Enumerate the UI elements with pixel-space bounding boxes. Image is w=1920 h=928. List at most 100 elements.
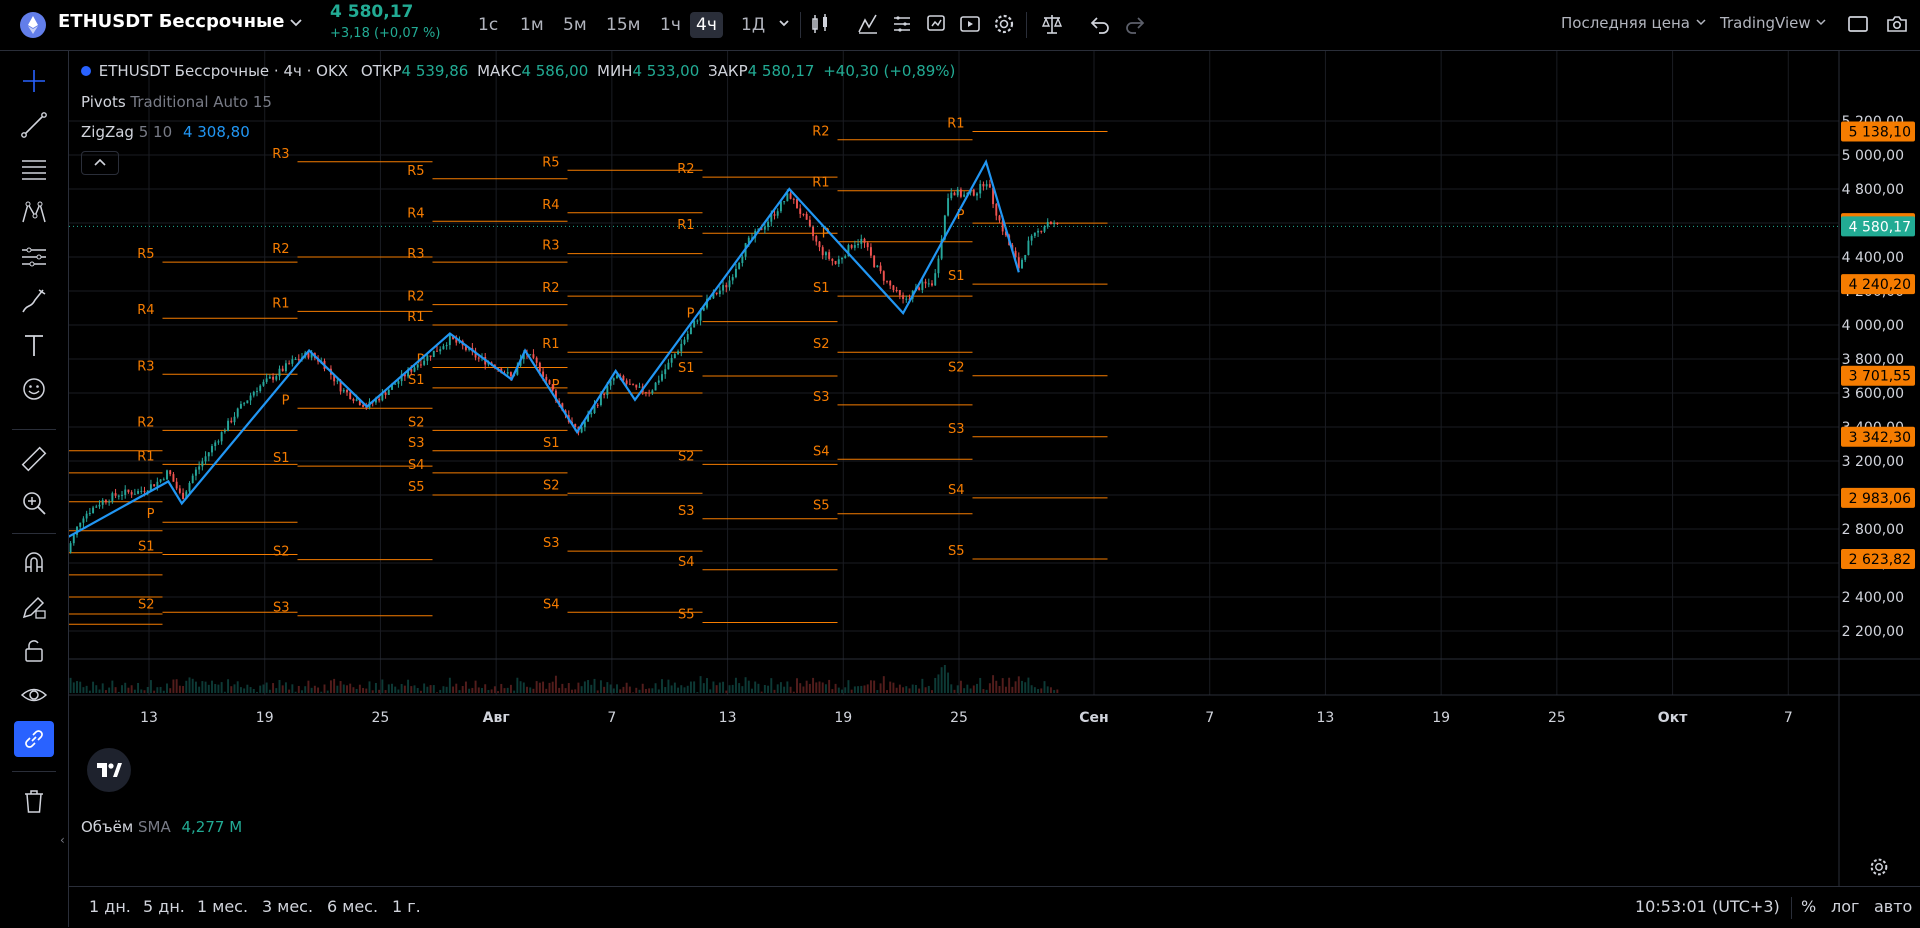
volume-bar bbox=[509, 684, 512, 693]
interval-1h-button[interactable]: 1ч bbox=[660, 15, 681, 35]
volume-bar bbox=[468, 688, 471, 693]
volume-bar bbox=[243, 688, 246, 693]
volume-bar bbox=[558, 687, 561, 693]
range-1m-button[interactable]: 1 мес. bbox=[197, 897, 249, 916]
pivot-level-label: P bbox=[957, 208, 965, 223]
volume-bar bbox=[342, 684, 345, 693]
redo-icon[interactable] bbox=[1123, 12, 1147, 40]
pivot-level-label: R1 bbox=[812, 176, 829, 191]
alert-icon[interactable] bbox=[924, 12, 948, 40]
hide-drawings-tool[interactable] bbox=[14, 677, 54, 713]
interval-1s-button[interactable]: 1с bbox=[478, 15, 499, 35]
gear-icon[interactable] bbox=[992, 12, 1016, 40]
legend-title[interactable]: ETHUSDT Бессрочные · 4ч · OKX bbox=[98, 62, 349, 80]
text-tool[interactable] bbox=[14, 327, 54, 363]
time-tick-label: 13 bbox=[140, 710, 158, 726]
camera-icon[interactable] bbox=[1885, 12, 1909, 40]
sync-drawings-tool[interactable] bbox=[14, 721, 54, 757]
volume-bar bbox=[876, 690, 879, 693]
lock-drawings-tool[interactable] bbox=[14, 633, 54, 669]
price-axis[interactable]: 2 200,002 400,002 600,002 800,003 000,00… bbox=[1841, 114, 1915, 640]
fullscreen-icon[interactable] bbox=[1846, 12, 1870, 40]
candle-body bbox=[230, 420, 233, 423]
volume-bar bbox=[567, 683, 570, 693]
volume-legend[interactable]: Объём SMA 4,277 M bbox=[81, 818, 242, 836]
collapse-legend-button[interactable] bbox=[81, 151, 119, 175]
delete-drawings-tool[interactable] bbox=[14, 783, 54, 819]
tradingview-logo[interactable] bbox=[87, 748, 131, 792]
price-chart[interactable]: R5 R4 R3 R2 R1 P S1 S2 R3 R2 R1 P S1 S2 S3 R5 R4 R3 R2 R1 P S… bbox=[69, 51, 1920, 886]
axis-settings-icon[interactable] bbox=[1868, 856, 1890, 882]
volume-bar bbox=[644, 688, 647, 693]
candle-body bbox=[792, 198, 795, 200]
range-5d-button[interactable]: 5 дн. bbox=[143, 897, 185, 916]
zigzag-indicator-legend[interactable]: ZigZag 5 10 4 308,80 bbox=[81, 123, 250, 141]
interval-1d-button[interactable]: 1Д bbox=[741, 15, 766, 35]
volume-bar bbox=[625, 682, 628, 693]
candle-body bbox=[429, 355, 432, 358]
volume-bar bbox=[734, 677, 737, 693]
volume-bar bbox=[841, 689, 843, 693]
pivot-level-label: S1 bbox=[408, 373, 425, 388]
clock-timezone[interactable]: 10:53:01 (UTC+3) bbox=[1635, 897, 1780, 916]
time-axis[interactable]: 13 19 25 Авг 7 13 19 25 Сен 7 13 19 25 Окт 7 bbox=[140, 710, 1793, 726]
replay-icon[interactable] bbox=[958, 12, 982, 40]
chevron-down-icon[interactable] bbox=[288, 14, 304, 34]
log-scale-toggle[interactable]: лог bbox=[1831, 897, 1860, 916]
volume-bar bbox=[256, 691, 258, 693]
volume-bar bbox=[284, 682, 287, 693]
range-1d-button[interactable]: 1 дн. bbox=[89, 897, 131, 916]
range-3m-button[interactable]: 3 мес. bbox=[262, 897, 314, 916]
pivot-price-badge bbox=[1841, 548, 1915, 569]
stay-drawing-tool[interactable] bbox=[14, 589, 54, 625]
candle-body bbox=[828, 252, 831, 259]
templates-icon[interactable] bbox=[890, 12, 914, 40]
compare-scale-icon[interactable] bbox=[1040, 12, 1064, 40]
forecast-tool[interactable] bbox=[14, 239, 54, 275]
volume-bar bbox=[85, 685, 88, 693]
volume-bar bbox=[448, 677, 451, 693]
crosshair-tool[interactable] bbox=[14, 63, 54, 99]
zoom-tool[interactable] bbox=[14, 485, 54, 521]
interval-more-chevron-icon[interactable] bbox=[777, 16, 791, 34]
fib-tool[interactable] bbox=[14, 151, 54, 187]
candle-body bbox=[593, 404, 596, 414]
volume-bar bbox=[419, 690, 422, 693]
candles-icon[interactable] bbox=[808, 12, 832, 40]
interval-5m-button[interactable]: 5м bbox=[563, 15, 587, 35]
interval-15m-button[interactable]: 15м bbox=[606, 15, 641, 35]
range-6m-button[interactable]: 6 мес. bbox=[327, 897, 379, 916]
auto-scale-toggle[interactable]: авто bbox=[1874, 897, 1913, 916]
volume-bar bbox=[953, 689, 956, 693]
candle-body bbox=[137, 491, 140, 494]
price-badge-label: 4 240,20 bbox=[1849, 277, 1911, 293]
emoji-tool[interactable] bbox=[14, 371, 54, 407]
trend-line-tool[interactable] bbox=[14, 107, 54, 143]
undo-icon[interactable] bbox=[1088, 12, 1112, 40]
pivots-indicator-legend[interactable]: Pivots Traditional Auto 15 bbox=[81, 93, 272, 111]
price-tick-label: 4 000,00 bbox=[1842, 318, 1904, 334]
volume-bar bbox=[905, 686, 908, 693]
price-type-dropdown[interactable]: Последняя цена bbox=[1561, 14, 1707, 32]
time-tick-label: Авг bbox=[483, 710, 510, 726]
percent-scale-toggle[interactable]: % bbox=[1801, 897, 1817, 916]
candle-body bbox=[439, 349, 442, 352]
symbol-search-button[interactable]: ETHUSDT Бессрочные bbox=[58, 11, 285, 32]
brand-dropdown[interactable]: TradingView bbox=[1720, 14, 1827, 32]
indicators-icon[interactable] bbox=[856, 12, 880, 40]
candle-body bbox=[72, 534, 75, 544]
chart-pane[interactable]: R5 R4 R3 R2 R1 P S1 S2 R3 R2 R1 P S1 S2 S3 R5 R4 R3 R2 R1 P S… bbox=[69, 51, 1920, 886]
candle-body bbox=[98, 504, 101, 507]
pattern-tool[interactable] bbox=[14, 195, 54, 231]
interval-4h-button[interactable]: 4ч bbox=[690, 12, 723, 38]
collapse-sidebar-icon[interactable]: ‹ bbox=[60, 833, 65, 847]
candle-body bbox=[767, 221, 770, 227]
volume-bar bbox=[689, 681, 692, 693]
candle-body bbox=[1001, 220, 1004, 232]
range-1y-button[interactable]: 1 г. bbox=[392, 897, 421, 916]
ruler-tool[interactable] bbox=[14, 441, 54, 477]
brush-tool[interactable] bbox=[14, 283, 54, 319]
candle-body bbox=[738, 263, 741, 269]
interval-1m-button[interactable]: 1м bbox=[520, 15, 544, 35]
magnet-tool[interactable] bbox=[14, 545, 54, 581]
